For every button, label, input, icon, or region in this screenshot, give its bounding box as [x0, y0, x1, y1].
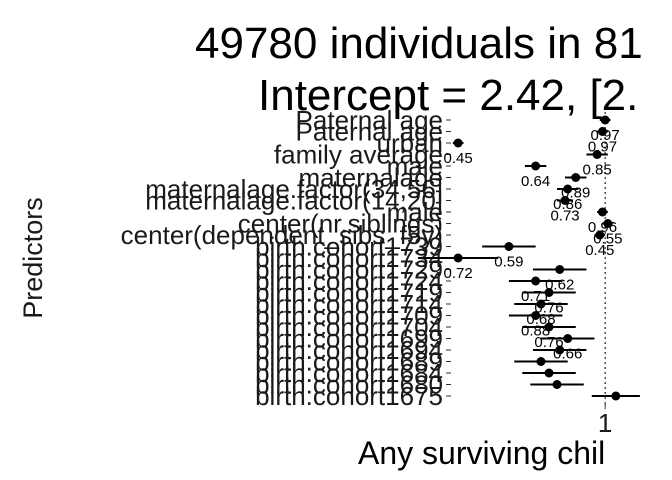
estimate-point [544, 322, 554, 332]
y-tick-label: birth.cohort1729 [255, 255, 443, 285]
y-tick-label: birth.cohort1739 [255, 232, 443, 262]
y-tick-label: center(dependent_sibs_f5y) [121, 220, 443, 250]
y-tick-label: birth.cohort1709 [255, 301, 443, 331]
y-tick-label: Paternal age [296, 105, 443, 135]
y-tick-label: birth.cohort1684 [255, 358, 443, 388]
y-tick-label: birth.cohort1719 [255, 278, 443, 308]
estimate-point [536, 299, 546, 309]
estimate-point [544, 368, 554, 378]
chart-title-line-2: Intercept = 2.42, [2. [258, 71, 638, 120]
estimate-point [563, 334, 573, 343]
y-tick-label: birth.cohort1699 [255, 324, 443, 354]
estimate-point [555, 345, 565, 355]
y-tick-label: birth.cohort1689 [255, 347, 443, 377]
y-tick-label: center(nr.siblings) [238, 209, 443, 239]
value-label: 0.73 [550, 208, 579, 225]
y-axis-title: Predictors [18, 197, 48, 319]
y-tick-label: birth.cohort1724 [255, 266, 443, 296]
y-tick-label: urban [377, 128, 444, 158]
y-tick-label: Paternal age [296, 117, 443, 147]
y-tick-label: maternalage [298, 163, 443, 193]
estimate-point [531, 311, 541, 320]
value-label: 0.45 [444, 150, 473, 167]
plot-marks: 0.970.970.450.850.640.890.860.730.960.55… [418, 115, 640, 401]
y-tick-label: maternalage.factor(34,56] [145, 174, 443, 204]
estimate-point [611, 391, 621, 401]
y-tick-label: male [387, 197, 443, 227]
estimate-point [552, 380, 562, 389]
estimate-point [563, 184, 573, 194]
y-tick-label: family average [274, 140, 443, 170]
estimate-point [597, 207, 607, 217]
y-tick-label: birth.cohort1675 [255, 381, 443, 411]
y-tick-label: birth.cohort1734 [255, 243, 443, 273]
y-tick-label: birth.cohort1714 [255, 289, 443, 319]
value-label: 0.59 [494, 254, 523, 271]
value-label: 0.45 [585, 242, 614, 259]
y-tick-label: birth.cohort1694 [255, 335, 443, 365]
estimate-point [592, 150, 602, 159]
value-label: 0.85 [583, 162, 612, 179]
estimate-point [600, 115, 610, 125]
estimate-point [597, 127, 607, 136]
estimate-point [531, 276, 541, 286]
value-label: 0.72 [444, 265, 473, 282]
estimate-point [603, 219, 613, 228]
chart-title-line-1: 49780 individuals in 81 [195, 19, 643, 68]
estimate-point [595, 230, 605, 240]
estimate-point [453, 253, 463, 263]
estimate-point [504, 242, 514, 251]
y-tick-label: birth.cohort1704 [255, 312, 443, 342]
value-label: 0.97 [588, 139, 617, 156]
value-label: 0.64 [521, 173, 550, 190]
estimate-point [555, 265, 565, 274]
estimate-point [453, 138, 463, 148]
x-axis-title: Any surviving chil [358, 435, 605, 471]
estimate-point [536, 357, 546, 366]
y-tick-label: maternalage.factor(14,20] [145, 186, 443, 216]
estimate-point [544, 288, 554, 297]
x-tick-label: 1 [598, 408, 612, 438]
estimate-point [531, 161, 541, 171]
estimate-point [560, 196, 570, 205]
y-tick-label: birth.cohort1680 [255, 370, 443, 400]
estimate-point [571, 173, 581, 182]
y-tick-label: male [387, 151, 443, 181]
